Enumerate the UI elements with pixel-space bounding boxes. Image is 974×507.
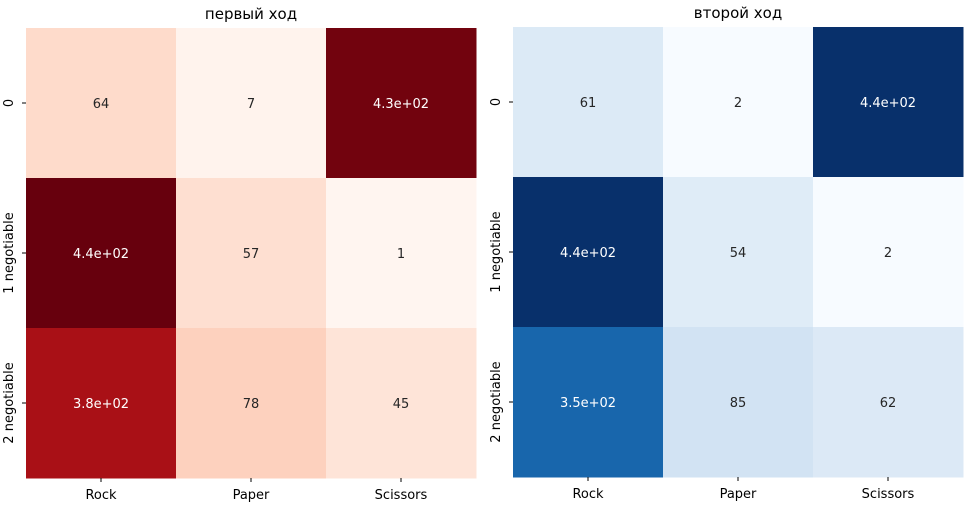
y-tick-label: 2 negotiable [2,362,17,443]
cell-annotation: 57 [243,247,260,262]
x-tick-label: Scissors [862,487,915,502]
heatmap-cell [513,327,664,478]
cell-annotation: 4.3e+02 [373,97,429,112]
heatmap-cell [813,27,964,178]
heatmap-panel-second-move: второй ход 61 2 4.4e+02 4.4e+02 54 2 3.5e+02 85 6… [489,4,964,502]
cell-annotation: 7 [247,97,255,112]
heatmap-cell [513,27,664,178]
heatmap-cell [513,177,664,328]
y-tick-label: 1 negotiable [2,212,17,293]
heatmap-cell [26,328,177,479]
heatmap-cell [663,27,814,178]
x-tick-label: Scissors [375,488,428,503]
cell-annotation: 2 [884,246,892,261]
heatmap-cell [176,328,327,479]
heatmap-cell [813,177,964,328]
cell-annotation: 3.5e+02 [560,396,616,411]
cell-annotation: 1 [397,247,405,262]
cell-annotation: 4.4e+02 [560,246,616,261]
heatmap-cell [26,178,177,329]
heatmap-cell [663,327,814,478]
cell-annotation: 2 [734,96,742,111]
heatmap-cell [326,28,477,179]
cell-annotation: 62 [880,396,897,411]
y-tick-label: 2 negotiable [489,361,504,442]
chart-title: первый ход [205,5,297,23]
cell-annotation: 54 [730,246,747,261]
cell-annotation: 61 [580,96,597,111]
heatmap-cell [813,327,964,478]
heatmap-panel-first-move: первый ход 64 7 4.3e+02 4.4e+02 57 1 3.8e+02 78 4… [2,5,477,503]
heatmap-cell [176,28,327,179]
x-tick-label: Rock [85,488,117,503]
x-tick-label: Paper [233,488,270,503]
heatmap-cell [663,177,814,328]
heatmap-cell [176,178,327,329]
x-tick-label: Paper [720,487,757,502]
y-tick-label: 1 negotiable [489,211,504,292]
heatmap-cell [26,28,177,179]
heatmap-cell [326,328,477,479]
cell-annotation: 45 [393,397,410,412]
y-tick-label: 0 [489,98,504,106]
x-tick-label: Rock [572,487,604,502]
cell-annotation: 3.8e+02 [73,397,129,412]
cell-annotation: 78 [243,397,260,412]
chart-title: второй ход [694,4,782,22]
y-tick-label: 0 [2,99,17,107]
cell-annotation: 64 [93,97,110,112]
cell-annotation: 85 [730,396,747,411]
heatmap-cell [326,178,477,329]
cell-annotation: 4.4e+02 [860,96,916,111]
cell-annotation: 4.4e+02 [73,247,129,262]
